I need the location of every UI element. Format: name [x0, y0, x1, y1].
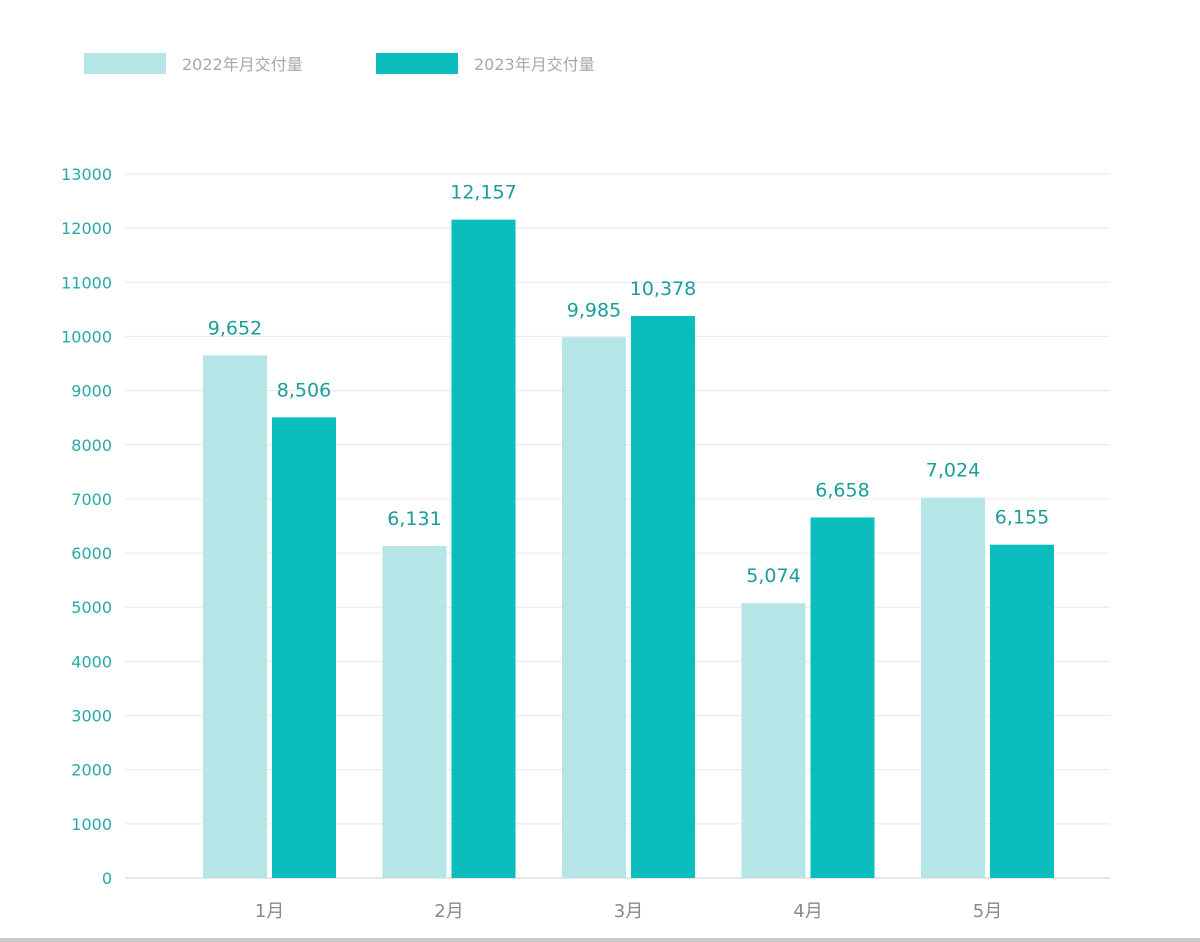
bar-2022-5 [921, 497, 985, 878]
data-label: 8,506 [277, 379, 331, 401]
data-label: 6,658 [815, 479, 869, 501]
bar-2022-3 [562, 337, 626, 879]
data-label: 12,157 [450, 182, 516, 204]
bar-2023-1 [272, 417, 336, 878]
legend: 2022年月交付量 2023年月交付量 [84, 53, 595, 74]
y-tick-label: 4000 [71, 652, 112, 671]
y-tick-label: 9000 [71, 382, 112, 401]
y-tick-label: 0 [102, 869, 112, 888]
data-label: 6,155 [995, 507, 1049, 529]
data-labels: 9,652 8,506 6,131 12,157 9,985 10,378 5,074 6,6… [208, 182, 1049, 588]
x-tick-label: 2月 [434, 901, 463, 922]
y-tick-label: 8000 [71, 436, 112, 455]
y-tick-label: 11000 [61, 273, 112, 292]
bottom-divider [0, 938, 1200, 942]
data-label: 6,131 [387, 508, 441, 530]
data-label: 5,074 [746, 565, 800, 587]
bar-2023-5 [990, 544, 1054, 878]
bar-2023-2 [451, 219, 516, 879]
y-tick-label: 12000 [61, 219, 112, 238]
data-label: 9,652 [208, 317, 262, 339]
x-tick-label: 1月 [255, 901, 284, 922]
bar-2022-2 [382, 545, 447, 878]
y-tick-label: 10000 [61, 327, 112, 346]
data-label: 10,378 [630, 278, 696, 300]
bar-2022-1 [203, 355, 267, 878]
y-axis: 0 1000 2000 3000 4000 5000 6000 7000 8000 9000 100… [61, 165, 112, 888]
x-axis: 1月 2月 3月 4月 5月 [255, 901, 1002, 922]
y-tick-label: 13000 [61, 165, 112, 184]
x-tick-label: 5月 [973, 901, 1002, 922]
legend-label-2022: 2022年月交付量 [182, 55, 303, 74]
bars [203, 219, 1054, 879]
data-label: 7,024 [926, 460, 980, 482]
y-tick-label: 5000 [71, 598, 112, 617]
y-tick-label: 2000 [71, 761, 112, 780]
y-tick-label: 3000 [71, 707, 112, 726]
y-tick-label: 6000 [71, 544, 112, 563]
y-tick-label: 7000 [71, 490, 112, 509]
y-tick-label: 1000 [71, 815, 112, 834]
x-tick-label: 4月 [793, 901, 822, 922]
bar-2022-4 [741, 603, 806, 878]
bar-2023-3 [631, 315, 695, 878]
legend-swatch-2023 [376, 53, 458, 74]
data-label: 9,985 [567, 299, 621, 321]
bar-2023-4 [810, 517, 875, 878]
legend-swatch-2022 [84, 53, 166, 74]
x-tick-label: 3月 [614, 901, 643, 922]
legend-label-2023: 2023年月交付量 [474, 55, 595, 74]
